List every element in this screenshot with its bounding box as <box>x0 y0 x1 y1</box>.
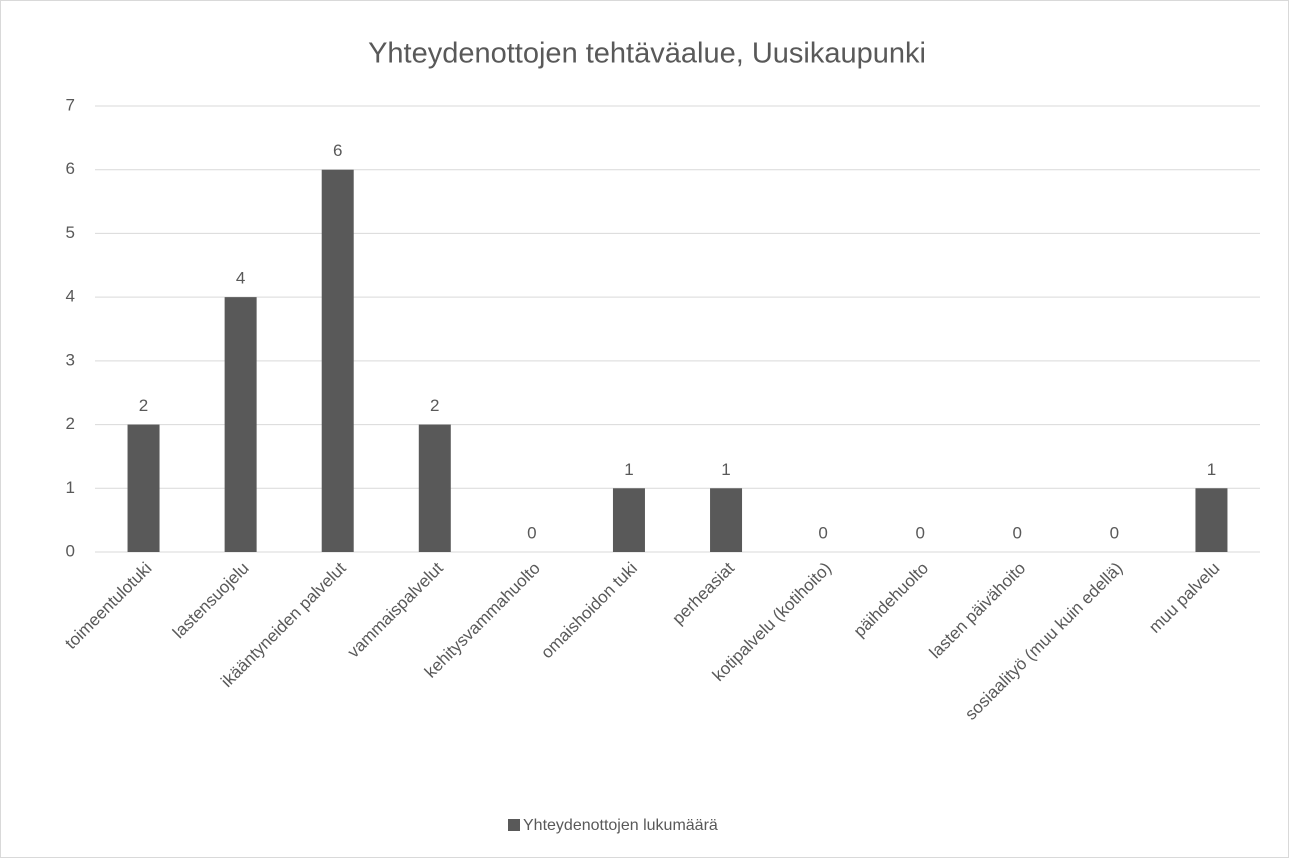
y-tick-label: 5 <box>66 223 75 242</box>
y-tick-label: 1 <box>66 478 75 497</box>
y-tick-label: 0 <box>66 541 75 560</box>
y-tick-label: 6 <box>66 159 75 178</box>
data-label: 0 <box>1013 523 1022 542</box>
data-label: 0 <box>1110 523 1119 542</box>
data-label: 1 <box>1207 460 1216 479</box>
legend-swatch <box>508 819 520 831</box>
bar <box>127 424 160 552</box>
data-label: 2 <box>430 396 439 415</box>
data-label: 0 <box>915 523 924 542</box>
bar <box>418 424 451 552</box>
legend-label: Yhteydenottojen lukumäärä <box>523 817 718 834</box>
bar <box>321 169 354 552</box>
bar <box>1195 488 1228 552</box>
data-label: 6 <box>333 141 342 160</box>
y-tick-label: 7 <box>66 95 75 114</box>
y-tick-label: 3 <box>66 350 75 369</box>
data-label: 1 <box>721 460 730 479</box>
bar <box>710 488 743 552</box>
data-label: 2 <box>139 396 148 415</box>
data-label: 0 <box>818 523 827 542</box>
chart-title: Yhteydenottojen tehtäväalue, Uusikaupunk… <box>368 38 926 70</box>
data-label: 1 <box>624 460 633 479</box>
bar <box>224 297 257 552</box>
y-tick-label: 4 <box>66 287 75 306</box>
data-label: 0 <box>527 523 536 542</box>
bar <box>612 488 645 552</box>
y-tick-label: 2 <box>66 414 75 433</box>
data-label: 4 <box>236 269 245 288</box>
